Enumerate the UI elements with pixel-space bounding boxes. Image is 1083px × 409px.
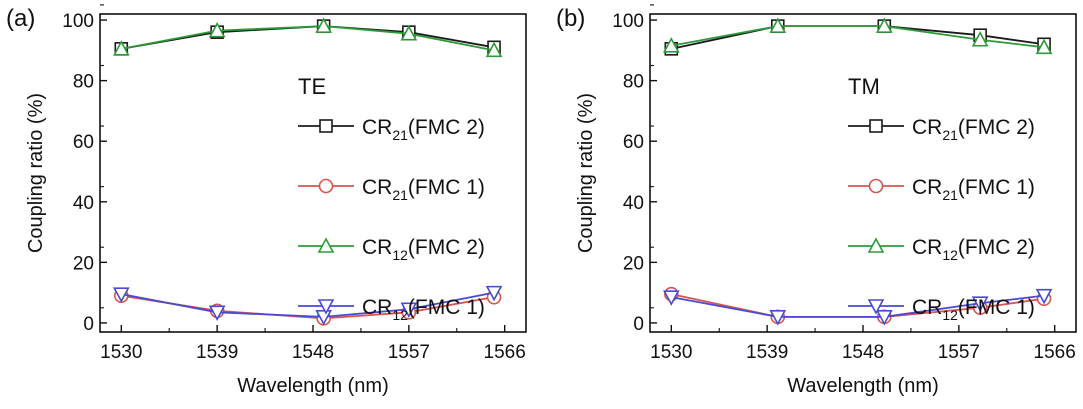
legend-label: CR12(FMC 1) [362,296,485,323]
y-tick-label: 20 [623,253,644,274]
legend: CR21(FMC 2) CR21(FMC 1) CR12(FMC 2) CR12(FM… [298,116,485,323]
y-tick-label: 40 [73,193,94,214]
data-point [315,17,332,33]
series-2 [112,17,503,58]
x-tick-label: 1566 [484,342,526,363]
data-point [769,310,787,326]
y-tick-label: 100 [62,11,94,32]
y-tick-label: 20 [73,253,94,274]
data-point [112,287,130,303]
x-axis-title: Wavelength (nm) [237,375,389,397]
legend-marker [319,119,333,133]
legend-label: CR21(FMC 1) [912,176,1035,203]
data-point [315,310,332,326]
chart-panel-b: (b) 0 20 40 60 80 100 1530 1539 1548 1557 1566 Wavel… [556,4,1077,397]
data-point [769,17,787,33]
series-line [671,25,1045,50]
y-axis-title: Coupling ratio (%) [25,93,47,253]
legend-label: CR21(FMC 2) [912,116,1035,143]
legend-marker [869,119,883,133]
legend-label: CR12(FMC 2) [912,236,1035,263]
data-point [400,24,418,41]
y-tick-label: 100 [612,11,644,32]
data-point [875,310,893,326]
y-tick-label: 60 [73,132,94,153]
data-point [485,41,503,58]
legend-marker [868,178,884,194]
panel-label: (b) [556,5,585,32]
data-point [400,302,418,318]
legend-marker [867,299,885,315]
y-tick-label: 60 [623,132,644,153]
data-point [1035,288,1053,305]
y-tick-label: 80 [73,72,94,93]
legend-item: CR21(FMC 2) [848,116,1035,143]
y-tick-label: 40 [623,193,644,214]
data-point [1035,38,1053,55]
y-tick-label: 0 [83,314,94,335]
y-axis-title: Coupling ratio (%) [575,93,597,253]
polarization-label: TM [848,74,880,99]
legend-marker [318,178,334,194]
legend: CR21(FMC 2) CR21(FMC 1) CR12(FMC 2) CR12(FM… [848,116,1035,323]
x-tick-label: 1566 [1034,342,1076,363]
legend-item: CR12(FMC 1) [298,296,485,323]
series-3 [112,285,503,326]
plot-frame [649,13,1077,333]
legend-label: CR21(FMC 2) [362,116,485,143]
legend-marker [867,237,885,253]
legend-label: CR21(FMC 1) [362,176,485,203]
x-tick-label: 1548 [842,342,884,363]
x-tick-label: 1539 [746,342,788,363]
legend-marker [317,237,335,253]
polarization-label: TE [298,74,326,99]
data-point [662,290,680,306]
series-2 [662,17,1053,55]
plot-frame [99,13,527,333]
series-3 [662,288,1053,326]
data-point [662,37,680,53]
data-point [485,285,503,302]
panel-label: (a) [6,5,35,32]
x-axis-title: Wavelength (nm) [787,375,939,397]
legend-item: CR21(FMC 2) [298,116,485,143]
x-tick-label: 1548 [292,342,334,363]
series-0 [114,19,501,56]
data-point [112,40,130,56]
y-tick-label: 0 [633,314,644,335]
x-tick-label: 1530 [650,342,692,363]
legend-item: CR12(FMC 2) [848,236,1035,263]
legend-item: CR21(FMC 1) [848,176,1035,203]
legend-item: CR21(FMC 1) [298,176,485,203]
x-tick-label: 1530 [100,342,142,363]
x-tick-label: 1557 [388,342,430,363]
x-tick-label: 1539 [196,342,238,363]
y-tick-label: 80 [623,72,644,93]
legend-item: CR12(FMC 1) [848,296,1035,323]
legend-item: CR12(FMC 2) [298,236,485,263]
chart-panel-a: (a) 0 20 40 60 80 100 1530 1539 1548 1557 1566 Wavel… [6,4,527,397]
data-point [971,31,989,47]
legend-label: CR12(FMC 2) [362,236,485,263]
legend-marker [317,299,335,315]
x-tick-label: 1557 [938,342,980,363]
data-point [208,21,226,38]
data-point [208,305,226,322]
data-point [971,296,989,312]
data-point [875,17,893,33]
legend-label: CR12(FMC 1) [912,296,1035,323]
